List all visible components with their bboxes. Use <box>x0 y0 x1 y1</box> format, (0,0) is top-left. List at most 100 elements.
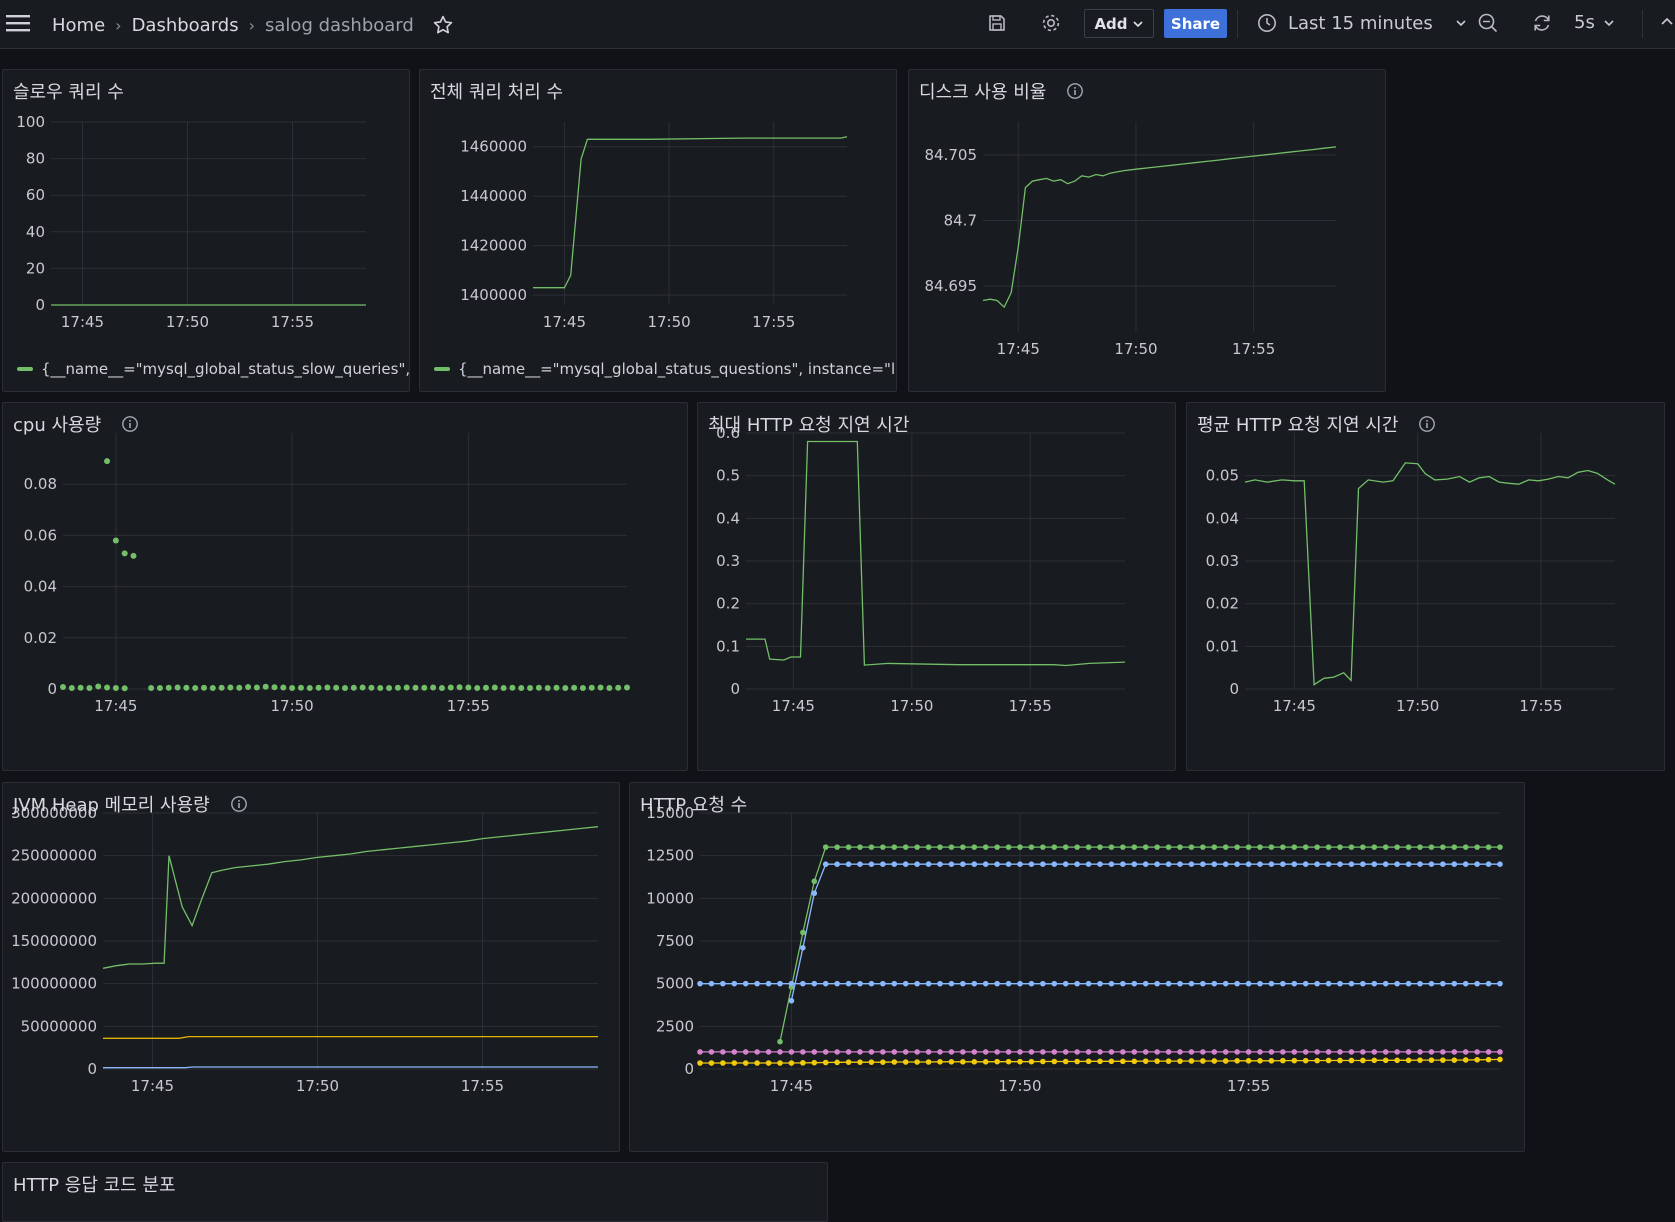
data-point <box>948 1059 955 1065</box>
legend-label: {__name__="mysql_global_status_questions… <box>458 360 897 378</box>
breadcrumb-dashboards[interactable]: Dashboards <box>131 14 239 36</box>
menu-icon[interactable] <box>2 7 34 39</box>
x-tick-label: 17:50 <box>1396 697 1439 715</box>
refresh-icon[interactable] <box>1526 7 1558 39</box>
legend-item[interactable]: {__name__="mysql_global_status_slow_quer… <box>17 360 409 378</box>
data-point <box>1120 980 1126 987</box>
data-point <box>994 844 1000 850</box>
data-point <box>1131 861 1138 867</box>
breadcrumb: Home › Dashboards › salog dashboard <box>52 12 456 38</box>
info-icon[interactable] <box>1418 415 1436 433</box>
refresh-interval-picker[interactable]: 5s <box>1574 12 1615 33</box>
data-point <box>1188 844 1195 850</box>
data-point <box>1245 980 1252 987</box>
data-point <box>1394 861 1400 867</box>
data-point <box>1051 980 1058 987</box>
data-point <box>1462 861 1469 867</box>
data-point <box>822 1059 829 1066</box>
data-point <box>209 684 216 691</box>
star-icon[interactable] <box>430 12 456 38</box>
y-tick-label: 0 <box>87 1060 97 1078</box>
data-point <box>121 685 128 692</box>
data-point <box>880 844 886 850</box>
data-point <box>1462 1049 1469 1055</box>
data-point <box>777 980 783 987</box>
panel-response-codes: HTTP 응답 코드 분포 <box>2 1162 828 1222</box>
data-point <box>1394 980 1400 987</box>
x-tick-label: 17:45 <box>61 313 104 331</box>
data-point <box>994 1058 1000 1065</box>
data-point <box>1440 861 1446 867</box>
data-point <box>857 1049 863 1055</box>
data-point <box>1028 844 1035 850</box>
add-label: Add <box>1094 14 1128 33</box>
data-point <box>742 1049 749 1055</box>
data-point <box>280 684 287 691</box>
data-point <box>421 684 428 691</box>
legend-item[interactable]: {__name__="mysql_global_status_questions… <box>434 360 897 378</box>
data-point <box>891 861 898 867</box>
info-icon[interactable] <box>1066 82 1084 100</box>
panel-title: JVM Heap 메모리 사용량 <box>13 795 210 816</box>
save-icon[interactable] <box>981 7 1013 39</box>
data-point <box>1485 844 1492 850</box>
data-point <box>811 1049 818 1055</box>
info-icon[interactable] <box>230 795 248 813</box>
panel-title: HTTP 요청 수 <box>640 795 748 816</box>
data-point <box>960 980 966 987</box>
data-point <box>1348 844 1355 850</box>
data-point <box>1074 844 1080 850</box>
data-point <box>1097 980 1103 987</box>
y-tick-label: 0.2 <box>716 595 740 613</box>
series-line <box>103 1035 598 1039</box>
data-point <box>1302 1049 1309 1055</box>
y-tick-label: 100 <box>16 113 45 131</box>
data-point <box>1280 861 1286 867</box>
share-button[interactable]: Share <box>1164 9 1227 38</box>
panel-max-latency: 0 0.1 0.2 0.3 0.4 0.5 0.6 17:45 17:50 17:55 최대 HT… <box>697 402 1176 771</box>
data-point <box>68 684 75 691</box>
collapse-icon[interactable] <box>1660 14 1674 28</box>
data-point <box>720 1049 726 1055</box>
chevron-down-icon <box>1456 20 1466 27</box>
data-point <box>868 1059 875 1065</box>
data-point <box>845 1049 852 1055</box>
breadcrumb-home[interactable]: Home <box>52 14 106 36</box>
data-point <box>948 980 955 987</box>
y-tick-label: 0.01 <box>1206 637 1239 655</box>
data-point <box>868 980 875 987</box>
data-point <box>937 1059 943 1065</box>
info-icon[interactable] <box>121 415 139 433</box>
data-point <box>1234 844 1240 850</box>
data-point <box>800 929 806 936</box>
data-point <box>1302 980 1309 987</box>
y-tick-label: 0.08 <box>24 475 57 493</box>
time-picker[interactable]: Last 15 minutes <box>1256 12 1467 34</box>
data-point <box>1097 1049 1103 1055</box>
y-tick-label: 1460000 <box>460 138 527 156</box>
data-point <box>606 684 613 691</box>
data-point <box>1074 861 1080 867</box>
y-tick-label: 300000000 <box>11 804 97 822</box>
data-point <box>1097 861 1103 867</box>
data-point <box>1382 1049 1389 1055</box>
zoom-out-icon[interactable] <box>1472 7 1504 39</box>
y-tick-label: 200000000 <box>11 889 97 907</box>
data-point <box>1474 1056 1480 1063</box>
grid <box>533 122 847 305</box>
data-point <box>902 1059 909 1065</box>
y-tick-label: 0.03 <box>1206 552 1239 570</box>
add-button[interactable]: Add <box>1084 9 1154 38</box>
gear-icon[interactable] <box>1035 7 1067 39</box>
data-point <box>857 861 863 867</box>
data-point <box>880 1049 886 1055</box>
data-point <box>588 684 595 691</box>
data-point <box>1348 861 1355 867</box>
data-point <box>822 861 829 867</box>
data-point <box>1211 844 1218 850</box>
data-point <box>483 684 489 691</box>
data-point <box>1200 980 1206 987</box>
data-point <box>1154 980 1160 987</box>
data-point <box>1257 980 1263 987</box>
data-point <box>788 1060 795 1066</box>
